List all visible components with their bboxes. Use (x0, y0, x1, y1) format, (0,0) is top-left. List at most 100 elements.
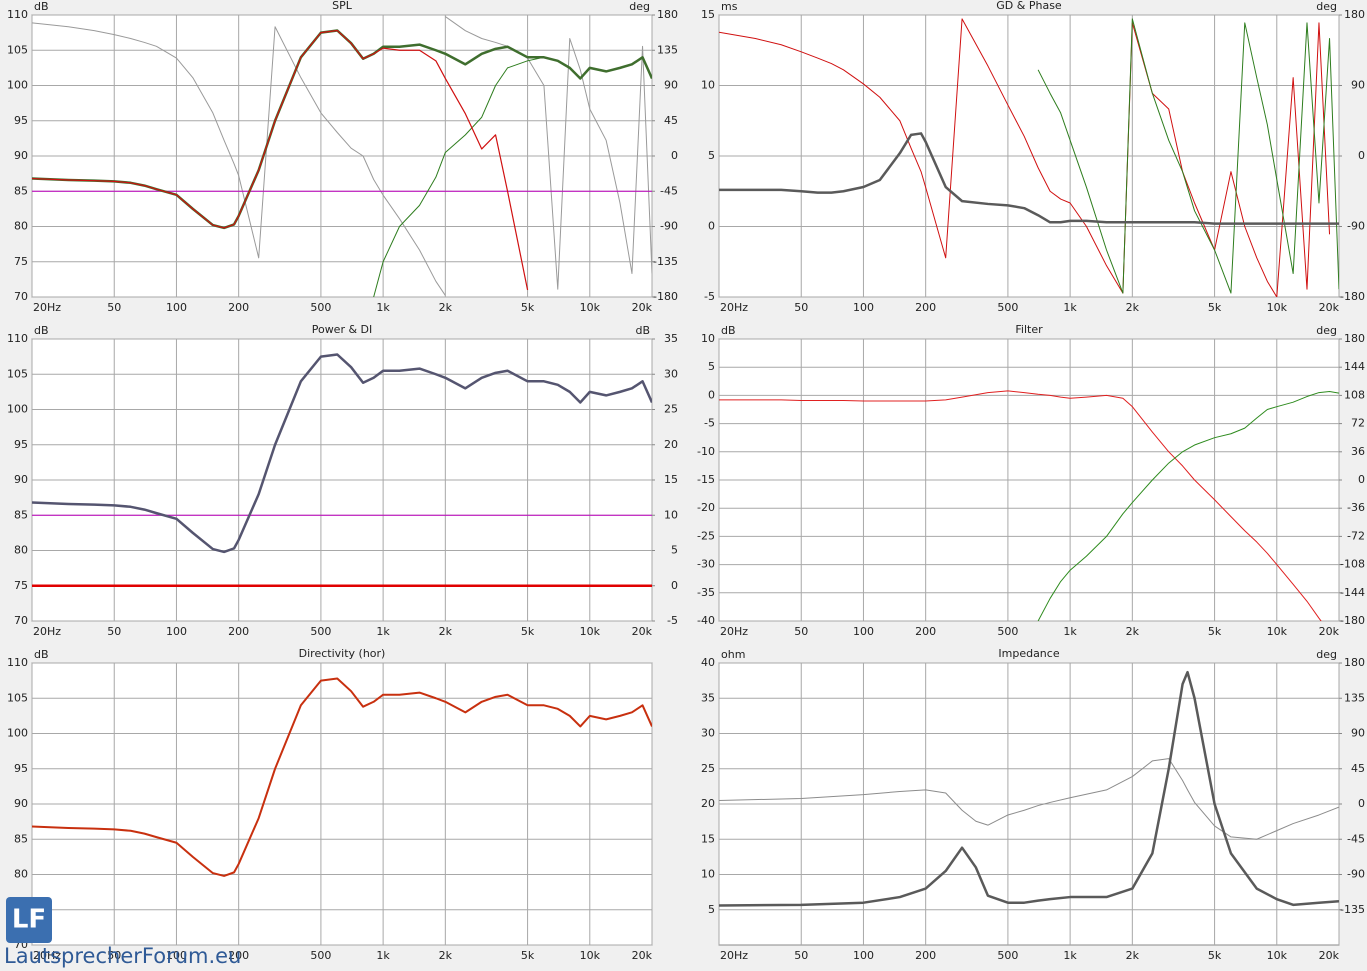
y2-axis-unit: deg (1316, 648, 1337, 661)
data-line (1037, 390, 1339, 621)
chart-title: SPL (332, 0, 353, 12)
x-tick-label: 100 (166, 625, 187, 638)
x-tick-label: 20k (632, 301, 653, 314)
y2-tick-label: 0 (671, 149, 678, 162)
y-tick-label: 5 (708, 149, 715, 162)
x-tick-label: 20k (632, 625, 653, 638)
y-tick-label: 15 (701, 8, 715, 21)
y-tick-label: 90 (14, 473, 28, 486)
y-tick-label: 20 (701, 797, 715, 810)
x-tick-label: 20Hz (33, 301, 61, 314)
y2-tick-label: 72 (1351, 417, 1365, 430)
data-line (719, 132, 1339, 225)
y2-axis-unit: deg (1316, 324, 1337, 337)
x-tick-label: 100 (166, 949, 187, 962)
y2-tick-label: 135 (657, 43, 678, 56)
data-line (719, 758, 1339, 840)
y-tick-label: 95 (14, 762, 28, 775)
x-tick-label: 500 (310, 301, 331, 314)
y-tick-label: 100 (7, 403, 28, 416)
y2-tick-label: 90 (1351, 727, 1365, 740)
y2-tick-label: -180 (653, 290, 678, 303)
y-tick-label: 80 (14, 220, 28, 233)
chart-panel: SPL dB deg 20Hz 50 100 200 500 1k 2k 5k 10k 20k 70 75 8… (0, 0, 682, 320)
chart-title: GD & Phase (996, 0, 1062, 12)
y2-tick-label: 45 (1351, 762, 1365, 775)
y-tick-label: -25 (697, 529, 715, 542)
y2-tick-label: 0 (1358, 149, 1365, 162)
y2-tick-label: 180 (1344, 8, 1365, 21)
x-tick-label: 50 (794, 949, 808, 962)
y-tick-label: 10 (701, 868, 715, 881)
x-tick-label: 200 (228, 949, 249, 962)
y2-tick-label: 144 (1344, 360, 1365, 373)
y-tick-label: 95 (14, 114, 28, 127)
logo: LF (12, 905, 46, 935)
watermark-text: LautsprecherForum.eu (4, 944, 241, 968)
chart-title: Directivity (hor) (299, 647, 386, 660)
y-tick-label: 40 (701, 656, 715, 669)
data-line (445, 16, 652, 290)
x-tick-label: 20k (632, 949, 653, 962)
x-tick-label: 10k (580, 625, 601, 638)
x-tick-label: 10k (580, 949, 601, 962)
y-tick-label: -40 (697, 614, 715, 627)
y2-tick-label: -90 (1347, 868, 1365, 881)
x-tick-label: 1k (376, 625, 390, 638)
y2-tick-label: 180 (1344, 656, 1365, 669)
x-tick-label: 100 (853, 625, 874, 638)
x-tick-label: 1k (1063, 301, 1077, 314)
x-tick-label: 2k (1126, 949, 1140, 962)
y-tick-label: 100 (7, 727, 28, 740)
x-tick-label: 20k (1319, 301, 1340, 314)
series-layer (32, 677, 652, 877)
y2-tick-label: 25 (664, 403, 678, 416)
y2-tick-label: -72 (1347, 529, 1365, 542)
series-layer (32, 16, 652, 297)
y-tick-label: -10 (697, 445, 715, 458)
x-tick-label: 1k (376, 301, 390, 314)
y-axis-unit: dB (34, 0, 49, 13)
x-tick-label: 200 (915, 625, 936, 638)
y2-tick-label: 45 (664, 114, 678, 127)
y-tick-label: 70 (14, 614, 28, 627)
x-tick-label: 20Hz (720, 949, 748, 962)
y2-tick-label: -135 (653, 255, 678, 268)
x-tick-label: 2k (439, 625, 453, 638)
y-tick-label: -35 (697, 586, 715, 599)
y-tick-label: -5 (704, 290, 715, 303)
y2-tick-label: 180 (1344, 332, 1365, 345)
y2-tick-label: 108 (1344, 388, 1365, 401)
y-tick-label: 90 (14, 797, 28, 810)
x-tick-label: 20Hz (33, 949, 61, 962)
y2-tick-label: -135 (1340, 903, 1365, 916)
y-tick-label: 85 (14, 832, 28, 845)
y2-tick-label: -144 (1340, 586, 1365, 599)
y-axis-unit: dB (34, 324, 49, 337)
x-tick-label: 5k (1208, 301, 1222, 314)
y-tick-label: 10 (701, 332, 715, 345)
data-line (32, 353, 652, 554)
chart-panel: Directivity (hor) dB 20Hz 50 100 200 500 1k 2k 5k… (0, 647, 682, 968)
y2-tick-label: -45 (1347, 832, 1365, 845)
data-line (32, 22, 446, 296)
x-tick-label: 20Hz (33, 625, 61, 638)
x-tick-label: 500 (310, 949, 331, 962)
x-tick-label: 200 (915, 949, 936, 962)
y2-axis-unit: deg (1316, 0, 1337, 13)
x-tick-label: 1k (1063, 949, 1077, 962)
x-tick-label: 5k (1208, 949, 1222, 962)
x-tick-label: 1k (1063, 625, 1077, 638)
x-tick-label: 2k (1126, 625, 1140, 638)
x-tick-label: 500 (997, 949, 1018, 962)
y-tick-label: 80 (14, 544, 28, 557)
x-tick-label: 50 (794, 301, 808, 314)
y2-tick-label: 15 (664, 473, 678, 486)
x-tick-label: 200 (228, 625, 249, 638)
y2-tick-label: 0 (671, 579, 678, 592)
